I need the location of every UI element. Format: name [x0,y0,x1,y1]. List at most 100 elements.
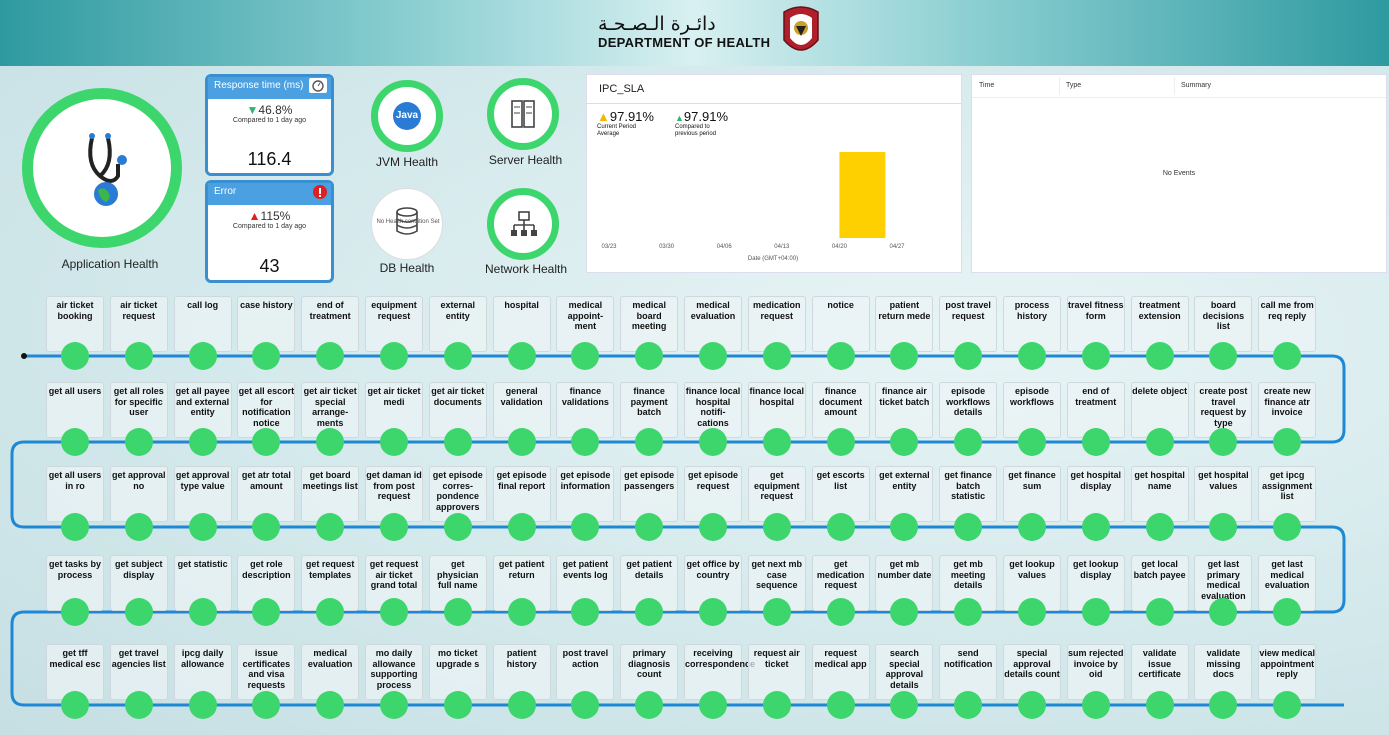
service-status-node[interactable] [1209,513,1238,541]
service-status-node[interactable] [1081,428,1110,456]
service-status-node[interactable] [826,428,855,456]
service-status-node[interactable] [124,598,153,626]
service-status-node[interactable] [1209,342,1238,370]
service-status-node[interactable] [252,342,281,370]
service-card[interactable]: validate issue certificate [1130,644,1189,700]
service-status-node[interactable] [954,428,983,456]
service-card[interactable]: get finance batch statistic [939,466,998,522]
service-card[interactable]: validate missing docs [1194,644,1253,700]
service-status-node[interactable] [507,513,536,541]
service-card[interactable]: post travel action [556,644,615,700]
service-status-node[interactable] [890,691,919,719]
service-status-node[interactable] [61,691,89,719]
service-card[interactable]: get travel agencies list [109,644,168,700]
service-status-node[interactable] [124,428,153,456]
service-status-node[interactable] [635,513,664,541]
service-status-node[interactable] [252,513,281,541]
service-status-node[interactable] [699,691,727,719]
service-status-node[interactable] [316,513,345,541]
service-card[interactable]: get hospital name [1130,466,1189,522]
service-status-node[interactable] [124,691,153,719]
service-status-node[interactable] [316,428,345,456]
service-status-node[interactable] [1018,513,1046,541]
service-status-node[interactable] [762,598,791,626]
service-status-node[interactable] [954,342,983,370]
service-card[interactable]: special approval details count [1003,644,1061,700]
service-card[interactable]: get atr total amount [237,466,296,522]
service-card[interactable]: get daman id from post request [365,466,423,522]
service-status-node[interactable] [826,691,855,719]
sla-bar[interactable] [839,152,886,238]
service-status-node[interactable] [188,513,217,541]
service-card[interactable]: medical evaluation [301,644,360,700]
service-status-node[interactable] [1209,691,1238,719]
service-status-node[interactable] [188,428,217,456]
service-status-node[interactable] [380,691,408,719]
service-status-node[interactable] [1273,598,1302,626]
service-card[interactable]: process history [1003,296,1061,352]
service-status-node[interactable] [1273,342,1302,370]
service-status-node[interactable] [635,598,664,626]
service-status-node[interactable] [252,428,281,456]
service-card[interactable]: receiving correspondence [684,644,755,700]
service-status-node[interactable] [1145,513,1174,541]
service-status-node[interactable] [61,428,89,456]
service-status-node[interactable] [954,598,983,626]
service-status-node[interactable] [762,513,791,541]
service-card[interactable]: get escorts list [811,466,870,522]
service-status-node[interactable] [1081,691,1110,719]
service-status-node[interactable] [1145,691,1174,719]
service-status-node[interactable] [890,513,919,541]
service-card[interactable]: medical board meeting [620,296,679,352]
service-card[interactable]: get air ticket special arrange-ments [301,382,360,438]
service-status-node[interactable] [1081,342,1110,370]
service-status-node[interactable] [507,598,536,626]
service-status-node[interactable] [1145,342,1174,370]
service-status-node[interactable] [507,428,536,456]
service-status-node[interactable] [316,691,345,719]
jvm-health-ring[interactable]: Java [371,80,443,152]
service-card[interactable]: finance payment batch [620,382,679,438]
service-card[interactable]: get episode final report [492,466,551,522]
service-card[interactable]: issue certificates and visa requests [237,644,296,700]
service-status-node[interactable] [443,513,472,541]
service-card[interactable]: get episode information [556,466,615,522]
service-status-node[interactable] [635,428,664,456]
service-status-node[interactable] [443,428,472,456]
column-time[interactable]: Time [979,82,995,89]
service-status-node[interactable] [252,598,281,626]
service-status-node[interactable] [380,428,408,456]
service-status-node[interactable] [762,342,791,370]
service-status-node[interactable] [954,513,983,541]
service-status-node[interactable] [380,598,408,626]
service-card[interactable]: mo daily allowance supporting process [365,644,423,700]
service-status-node[interactable] [443,691,472,719]
service-status-node[interactable] [890,428,919,456]
service-status-node[interactable] [1209,428,1238,456]
service-status-node[interactable] [316,598,345,626]
service-card[interactable]: sum rejected invoice by oid [1066,644,1125,700]
service-card[interactable]: ipcg daily allowance [173,644,232,700]
service-status-node[interactable] [61,513,89,541]
service-status-node[interactable] [124,513,153,541]
error-card[interactable]: Error ▲115% Compared to 1 day ago 43 [205,180,334,283]
service-status-node[interactable] [954,691,983,719]
service-card[interactable]: get episode corres-pondence approvers [428,466,487,522]
service-status-node[interactable] [1209,598,1238,626]
service-card[interactable]: get all users in ro [46,466,104,522]
service-status-node[interactable] [890,342,919,370]
service-status-node[interactable] [1081,598,1110,626]
service-status-node[interactable] [699,428,727,456]
service-status-node[interactable] [1018,598,1046,626]
service-card[interactable]: send notification [939,644,998,700]
service-card[interactable]: get hospital values [1194,466,1253,522]
service-card[interactable]: get medication request [811,555,870,611]
service-status-node[interactable] [188,691,217,719]
service-card[interactable]: get finance sum [1003,466,1061,522]
service-status-node[interactable] [188,598,217,626]
service-status-node[interactable] [443,342,472,370]
service-status-node[interactable] [61,342,89,370]
service-card[interactable]: medical appoint-ment [556,296,615,352]
service-status-node[interactable] [890,598,919,626]
service-status-node[interactable] [1273,428,1302,456]
